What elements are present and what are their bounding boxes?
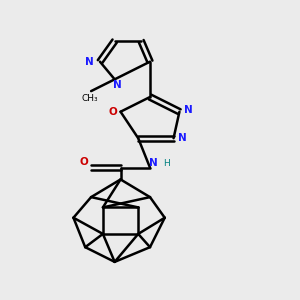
Text: H: H xyxy=(163,159,169,168)
Text: O: O xyxy=(109,107,118,117)
Text: N: N xyxy=(184,105,193,115)
Text: N: N xyxy=(113,80,122,90)
Text: O: O xyxy=(80,157,88,167)
Text: N: N xyxy=(178,133,187,143)
Text: N: N xyxy=(148,158,157,168)
Text: CH₃: CH₃ xyxy=(81,94,98,103)
Text: N: N xyxy=(85,57,94,67)
